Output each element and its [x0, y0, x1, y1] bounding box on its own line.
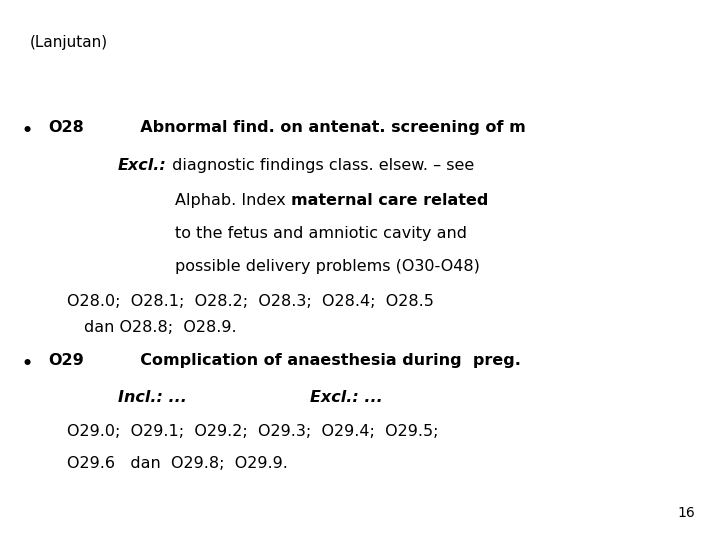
Text: O29: O29	[48, 353, 84, 368]
Text: (Lanjutan): (Lanjutan)	[30, 35, 108, 50]
Text: O29.6   dan  O29.8;  O29.9.: O29.6 dan O29.8; O29.9.	[67, 456, 288, 471]
Text: diagnostic findings class. elsew. – see: diagnostic findings class. elsew. – see	[167, 158, 474, 173]
Text: O29.0;  O29.1;  O29.2;  O29.3;  O29.4;  O29.5;: O29.0; O29.1; O29.2; O29.3; O29.4; O29.5…	[67, 424, 438, 439]
Text: maternal care related: maternal care related	[291, 193, 488, 208]
Text: Complication of anaesthesia during  preg.: Complication of anaesthesia during preg.	[84, 353, 521, 368]
Text: O28.0;  O28.1;  O28.2;  O28.3;  O28.4;  O28.5: O28.0; O28.1; O28.2; O28.3; O28.4; O28.5	[67, 294, 434, 309]
Text: dan O28.8;  O28.9.: dan O28.8; O28.9.	[84, 320, 237, 335]
Text: O28: O28	[48, 120, 84, 135]
Text: Abnormal find. on antenat. screening of m: Abnormal find. on antenat. screening of …	[84, 120, 526, 135]
Text: possible delivery problems (O30-O48): possible delivery problems (O30-O48)	[175, 259, 480, 274]
Text: Excl.:: Excl.:	[118, 158, 167, 173]
Text: •: •	[22, 122, 33, 140]
Text: •: •	[22, 355, 33, 373]
Text: Incl.: ...: Incl.: ...	[118, 390, 187, 405]
Text: 16: 16	[678, 506, 695, 520]
Text: Alphab. Index: Alphab. Index	[175, 193, 291, 208]
Text: Excl.: ...: Excl.: ...	[310, 390, 382, 405]
Text: to the fetus and amniotic cavity and: to the fetus and amniotic cavity and	[175, 226, 467, 241]
